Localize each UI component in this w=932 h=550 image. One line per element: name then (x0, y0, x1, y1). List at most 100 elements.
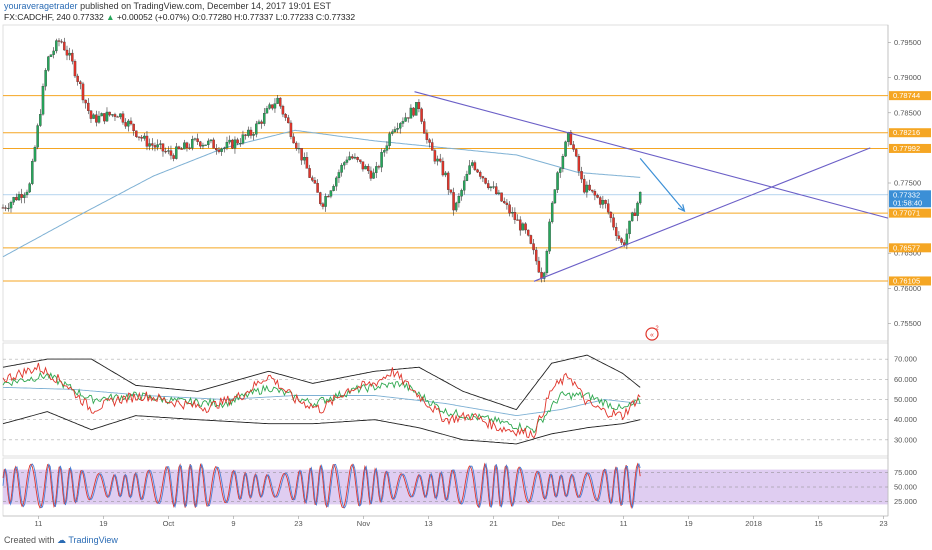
candle (89, 110, 93, 124)
candle (526, 229, 530, 237)
candle (393, 126, 397, 134)
candle (44, 68, 47, 91)
candle (633, 208, 637, 216)
time-tick-label: 13 (424, 519, 432, 528)
candle (233, 136, 237, 154)
arrow-head-icon (677, 204, 686, 213)
candle (396, 122, 399, 133)
candle (537, 256, 541, 274)
candle (486, 180, 490, 190)
candle (494, 183, 498, 195)
candle (430, 138, 434, 151)
candle (433, 148, 437, 165)
candle (313, 177, 317, 184)
candle (468, 160, 471, 175)
candle (159, 140, 162, 150)
candle (428, 138, 431, 148)
candle (276, 95, 279, 104)
candle (265, 105, 269, 114)
candle (372, 168, 375, 179)
candle (121, 111, 125, 125)
time-tick-label: 19 (684, 519, 692, 528)
trendlines[interactable] (414, 91, 889, 282)
lower-trendline[interactable] (533, 147, 871, 282)
publisher-line: youraveragetrader published on TradingVi… (4, 1, 331, 11)
projection-arrow[interactable] (639, 158, 686, 213)
level-tag: 0.78216 (889, 128, 931, 138)
candle (412, 106, 415, 118)
candle (111, 114, 114, 118)
candle (572, 140, 575, 152)
candle (68, 47, 71, 61)
candle (63, 37, 66, 51)
candle (100, 112, 103, 117)
candle (247, 126, 250, 138)
price-pane[interactable] (2, 24, 889, 342)
candle (532, 239, 535, 255)
candle (590, 189, 594, 194)
candle (49, 54, 53, 57)
candle (561, 153, 565, 173)
candle (17, 191, 21, 201)
candle (441, 157, 445, 177)
candle (124, 118, 127, 129)
ma-line (2, 129, 641, 258)
rsi-pane[interactable] (2, 342, 889, 457)
candle (281, 104, 285, 118)
candle (588, 179, 591, 192)
candle (273, 98, 277, 113)
candle (249, 126, 253, 139)
candle (375, 161, 378, 179)
level-price-tags: 0.78744 0.78216 0.77992 0.77071 0.76577 0.761… (889, 91, 931, 286)
candle (500, 192, 503, 202)
candle (321, 202, 325, 210)
candle (606, 199, 610, 215)
candle (367, 163, 370, 174)
upper-trendline[interactable] (414, 91, 889, 219)
candle (137, 136, 141, 141)
candle (191, 135, 194, 151)
candle (39, 109, 42, 127)
candle (20, 188, 23, 204)
candle (383, 148, 386, 157)
candle (231, 138, 234, 150)
candle (361, 161, 365, 172)
candle (92, 113, 95, 119)
candle (215, 144, 218, 155)
candle (284, 112, 287, 121)
candle (409, 104, 413, 119)
candle (207, 138, 210, 148)
price-tick-label: 0.79500 (894, 38, 921, 47)
candle (380, 148, 383, 173)
arrow-shaft (639, 158, 685, 212)
event-marker-icon[interactable]: « 2 (645, 326, 659, 341)
candle (220, 147, 223, 156)
price-axis[interactable]: 0.79500 0.79000 0.78500 0.77500 0.76500 0.760… (888, 38, 921, 328)
candle (502, 197, 506, 205)
candle (36, 123, 39, 150)
level-tag-label: 0.77992 (893, 144, 920, 153)
candle (244, 133, 247, 140)
candle (308, 164, 311, 178)
tradingview-brand[interactable]: TradingView (68, 535, 118, 545)
time-axis[interactable]: 11 19 Oct 9 23 Nov 13 21 Dec 11 19 2018 15 23 (35, 516, 888, 528)
time-tick-label: Dec (552, 519, 566, 528)
candle (95, 110, 98, 127)
stoch-tick-label: 75.000 (894, 468, 917, 477)
symbol-label[interactable]: FX:CADCHF, 240 (4, 12, 71, 22)
candle (404, 112, 407, 122)
candle (81, 81, 85, 104)
candle (84, 99, 87, 109)
candle (225, 136, 229, 151)
candle (617, 231, 621, 242)
candle (582, 174, 586, 194)
price-change: +0.00052 (+0.07%) (116, 12, 190, 22)
candle (28, 182, 31, 193)
candle (145, 130, 149, 151)
author-link[interactable]: youraveragetrader (4, 1, 78, 11)
candle (628, 220, 631, 239)
candle (57, 38, 61, 47)
candle (556, 171, 559, 194)
candle (462, 176, 466, 195)
